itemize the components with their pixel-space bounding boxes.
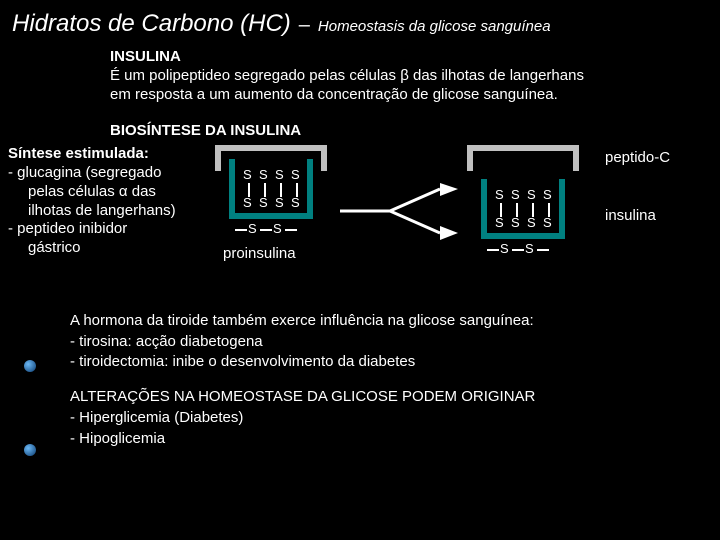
- biosynth-heading: BIOSÍNTESE DA INSULINA: [0, 104, 720, 139]
- s-bond: [235, 229, 247, 231]
- peptido-c-label: peptido-C: [605, 149, 670, 166]
- s-letter: S: [259, 195, 268, 210]
- s-letter: S: [291, 167, 300, 182]
- s-letter: S: [275, 195, 284, 210]
- s-letter: S: [275, 167, 284, 182]
- s-letter: S: [495, 187, 504, 202]
- insulin-block: INSULINA É um polipeptideo segregado pel…: [0, 44, 600, 104]
- arrow-icon: [340, 181, 460, 241]
- alterations-block: ALTERAÇÕES NA HOMEOSTASE DA GLICOSE PODE…: [0, 372, 640, 449]
- alterations-heading: ALTERAÇÕES NA HOMEOSTASE DA GLICOSE PODE…: [70, 386, 640, 407]
- s-letter: S: [543, 215, 552, 230]
- s-letter: S: [527, 187, 536, 202]
- diagram-area: S S S S S S S S S S proinsulina: [205, 145, 720, 295]
- proinsulina-label: proinsulina: [223, 245, 296, 262]
- stimulated-block: Síntese estimulada: - glucagina (segrega…: [0, 145, 205, 295]
- thyroid-line2: - tirosina: acção diabetogena: [70, 332, 640, 352]
- s-letter: S: [291, 195, 300, 210]
- stimulated-item1b: pelas células α das: [8, 183, 205, 202]
- stimulated-item1c: ilhotas de langerhans): [8, 202, 205, 221]
- s-letter: S: [273, 221, 282, 236]
- title-row: Hidratos de Carbono (HC) – Homeostasis d…: [0, 0, 720, 44]
- s-letter: S: [511, 187, 520, 202]
- insulina-label: insulina: [605, 207, 656, 224]
- s-bond: [512, 249, 524, 251]
- bullet-icon: [24, 360, 36, 372]
- split-arrow: [340, 181, 460, 241]
- stimulated-item2b: gástrico: [8, 239, 205, 258]
- stimulated-heading: Síntese estimulada:: [8, 145, 205, 164]
- alterations-line2: - Hipoglicemia: [70, 428, 640, 449]
- s-letter: S: [511, 215, 520, 230]
- s-letter: S: [543, 187, 552, 202]
- insulin-text: É um polipeptideo segregado pelas célula…: [110, 67, 600, 105]
- s-bond: [260, 229, 272, 231]
- thyroid-line3: - tiroidectomia: inibe o desenvolvimento…: [70, 352, 640, 372]
- middle-row: Síntese estimulada: - glucagina (segrega…: [0, 139, 720, 295]
- thyroid-line1: A hormona da tiroide também exerce influ…: [70, 311, 640, 331]
- stimulated-item2a: - peptideo inibidor: [8, 220, 205, 239]
- s-letter: S: [495, 215, 504, 230]
- peptide-c-bracket-2: [467, 145, 579, 171]
- insulin-chain-2: [481, 179, 565, 239]
- s-bond: [537, 249, 549, 251]
- stimulated-item1a: - glucagina (segregado: [8, 164, 205, 183]
- s-letter: S: [248, 221, 257, 236]
- insulin-chain-1: [229, 159, 313, 219]
- thyroid-block: A hormona da tiroide também exerce influ…: [0, 295, 640, 372]
- insulin-heading: INSULINA: [110, 48, 600, 67]
- s-letter: S: [243, 167, 252, 182]
- s-letter: S: [259, 167, 268, 182]
- s-bond: [487, 249, 499, 251]
- alterations-line1: - Hiperglicemia (Diabetes): [70, 407, 640, 428]
- title-main: Hidratos de Carbono (HC): [12, 10, 291, 38]
- bullet-icon: [24, 444, 36, 456]
- s-letter: S: [527, 215, 536, 230]
- s-letter: S: [243, 195, 252, 210]
- s-letter: S: [525, 241, 534, 256]
- s-bond: [285, 229, 297, 231]
- title-sub: Homeostasis da glicose sanguínea: [318, 18, 551, 35]
- title-dash: –: [299, 14, 310, 37]
- s-letter: S: [500, 241, 509, 256]
